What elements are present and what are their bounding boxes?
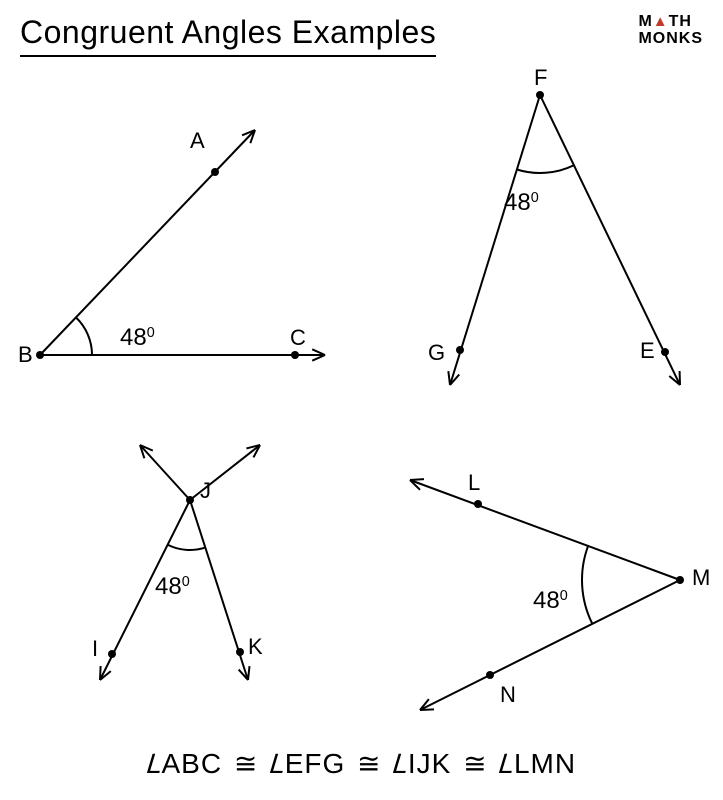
eq-abc: ABC xyxy=(162,748,223,779)
svg-text:N: N xyxy=(500,682,516,707)
eq-efg: EFG xyxy=(285,748,346,779)
svg-text:J: J xyxy=(200,478,211,503)
svg-text:480: 480 xyxy=(533,587,568,614)
svg-text:E: E xyxy=(640,338,655,363)
svg-text:B: B xyxy=(18,342,33,367)
svg-text:C: C xyxy=(290,325,306,350)
svg-text:F: F xyxy=(534,65,547,90)
diagram-canvas: B A C 480 F G E 480 J I K 480 M L N 480 xyxy=(0,0,723,800)
svg-text:A: A xyxy=(190,128,205,153)
eq-lmn: LMN xyxy=(514,748,576,779)
eq-ijk: IJK xyxy=(408,748,451,779)
svg-text:G: G xyxy=(428,340,445,365)
svg-text:480: 480 xyxy=(504,189,539,216)
svg-text:480: 480 xyxy=(120,324,155,351)
svg-text:480: 480 xyxy=(155,573,190,600)
svg-text:L: L xyxy=(468,470,480,495)
svg-text:I: I xyxy=(92,636,98,661)
congruence-equation: LABC ≅ LEFG ≅ LIJK ≅ LLMN xyxy=(0,747,723,780)
svg-text:M: M xyxy=(692,565,710,590)
svg-text:K: K xyxy=(248,634,263,659)
